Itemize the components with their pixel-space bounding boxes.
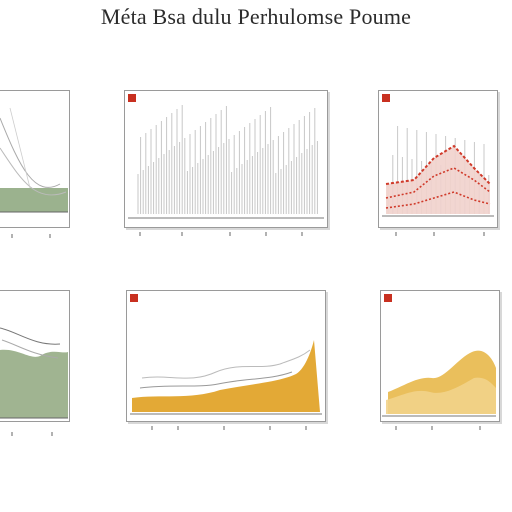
series-line xyxy=(385,167,491,199)
series-area xyxy=(386,377,496,414)
chart-panel-1 xyxy=(0,88,70,248)
chart-panel-6 xyxy=(374,288,504,438)
series-line xyxy=(141,349,311,379)
series-line xyxy=(9,107,31,189)
legend-marker xyxy=(384,294,392,302)
series-line xyxy=(1,339,59,359)
chart-plot xyxy=(382,126,494,236)
legend-marker xyxy=(128,94,136,102)
series-line xyxy=(0,327,61,345)
series-line xyxy=(0,147,67,196)
area-fill xyxy=(0,188,68,212)
legend-marker xyxy=(382,94,390,102)
chart-plot xyxy=(128,105,324,236)
chart-panel-2 xyxy=(120,88,330,248)
series-line xyxy=(0,117,61,188)
series-line xyxy=(139,371,293,389)
page-title: Méta Bsa dulu Perhulomse Poume xyxy=(100,4,412,29)
series-area xyxy=(132,340,320,412)
legend-marker xyxy=(130,294,138,302)
series-area xyxy=(386,146,490,214)
chart-panel-4 xyxy=(0,288,72,438)
chart-plot xyxy=(0,327,68,436)
series-area xyxy=(0,349,68,418)
chart-plot xyxy=(0,107,68,238)
chart-panel-3 xyxy=(374,88,504,248)
chart-plot xyxy=(130,340,322,430)
chart-panel-5 xyxy=(120,288,330,438)
chart-plot xyxy=(382,350,496,430)
